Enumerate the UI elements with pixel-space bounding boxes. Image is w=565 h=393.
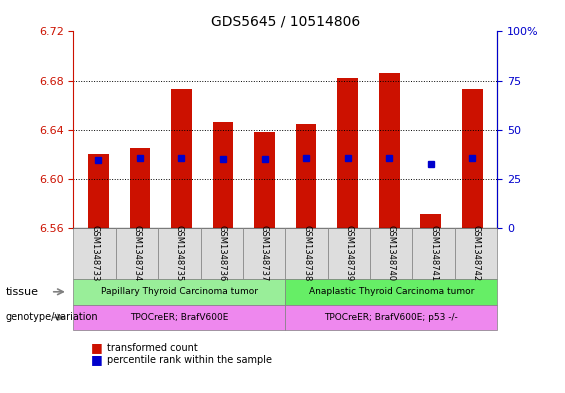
Text: ■: ■ <box>90 353 102 366</box>
Text: percentile rank within the sample: percentile rank within the sample <box>107 354 272 365</box>
Text: tissue: tissue <box>6 287 38 297</box>
Text: GSM1348741: GSM1348741 <box>429 226 438 281</box>
Bar <box>337 78 358 228</box>
Text: GSM1348742: GSM1348742 <box>472 226 480 281</box>
Text: Papillary Thyroid Carcinoma tumor: Papillary Thyroid Carcinoma tumor <box>101 287 258 296</box>
Bar <box>171 89 192 228</box>
Bar <box>254 132 275 228</box>
Bar <box>88 154 108 228</box>
Title: GDS5645 / 10514806: GDS5645 / 10514806 <box>211 15 360 29</box>
Text: GSM1348736: GSM1348736 <box>218 225 226 282</box>
Bar <box>212 122 233 228</box>
Text: GSM1348738: GSM1348738 <box>302 225 311 282</box>
Text: GSM1348739: GSM1348739 <box>345 225 353 282</box>
Bar <box>462 89 483 228</box>
Bar <box>420 215 441 228</box>
Text: genotype/variation: genotype/variation <box>6 312 98 322</box>
Text: TPOCreER; BrafV600E; p53 -/-: TPOCreER; BrafV600E; p53 -/- <box>324 313 458 322</box>
Bar <box>129 148 150 228</box>
Text: TPOCreER; BrafV600E: TPOCreER; BrafV600E <box>130 313 229 322</box>
Text: GSM1348734: GSM1348734 <box>133 225 141 282</box>
Text: GSM1348733: GSM1348733 <box>90 225 99 282</box>
Text: GSM1348740: GSM1348740 <box>387 226 396 281</box>
Text: GSM1348737: GSM1348737 <box>260 225 268 282</box>
Bar <box>295 123 316 228</box>
Text: transformed count: transformed count <box>107 343 198 353</box>
Text: GSM1348735: GSM1348735 <box>175 225 184 282</box>
Text: Anaplastic Thyroid Carcinoma tumor: Anaplastic Thyroid Carcinoma tumor <box>308 287 474 296</box>
Text: ■: ■ <box>90 341 102 354</box>
Bar <box>379 73 399 228</box>
